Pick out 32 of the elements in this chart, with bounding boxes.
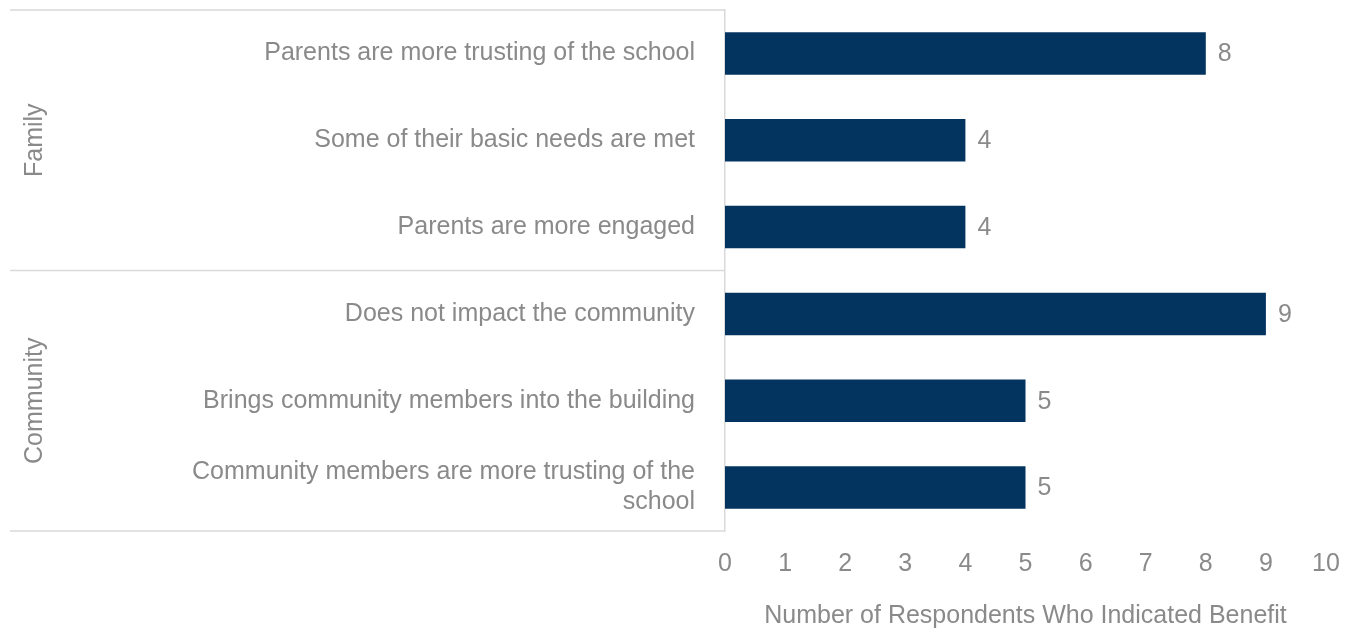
data-label: 4 (977, 125, 992, 154)
x-tick-label: 1 (778, 547, 793, 576)
text: Community (18, 337, 47, 464)
x-tick-label: 6 (1078, 547, 1093, 576)
x-tick-label: 2 (838, 547, 853, 576)
x-tick-label: 10 (1312, 547, 1340, 576)
y-tick-label: Parents are more trusting of the school (264, 37, 695, 66)
data-label: 5 (1037, 472, 1052, 501)
y-tick-label: Does not impact the community (344, 297, 696, 326)
bar (725, 205, 966, 249)
bar (725, 32, 1206, 75)
x-axis-title: Number of Respondents Who Indicated Benefit (764, 599, 1287, 628)
bar (725, 118, 966, 162)
x-tick-label: 0 (718, 547, 732, 576)
y-tick-label: Some of their basic needs are met (314, 124, 696, 153)
data-label: 8 (1217, 38, 1232, 67)
x-tick-label: 4 (958, 547, 973, 576)
text: Family (18, 102, 47, 178)
y-tick-label: Community members are more trusting of the school (192, 456, 695, 515)
data-label: 9 (1277, 298, 1292, 327)
bar (725, 466, 1026, 509)
data-label: 4 (977, 211, 992, 240)
data-label: 5 (1037, 385, 1052, 414)
bar (725, 292, 1266, 336)
x-tick-label: 5 (1018, 547, 1033, 576)
bar (725, 379, 1026, 423)
y-tick-label: Parents are more engaged (397, 210, 695, 239)
x-tick-label: 7 (1138, 547, 1153, 576)
x-tick-label: 9 (1258, 547, 1273, 576)
x-tick-label: 3 (898, 547, 913, 576)
x-tick-label: 8 (1198, 547, 1213, 576)
y-tick-label: Brings community members into the building (203, 384, 695, 413)
